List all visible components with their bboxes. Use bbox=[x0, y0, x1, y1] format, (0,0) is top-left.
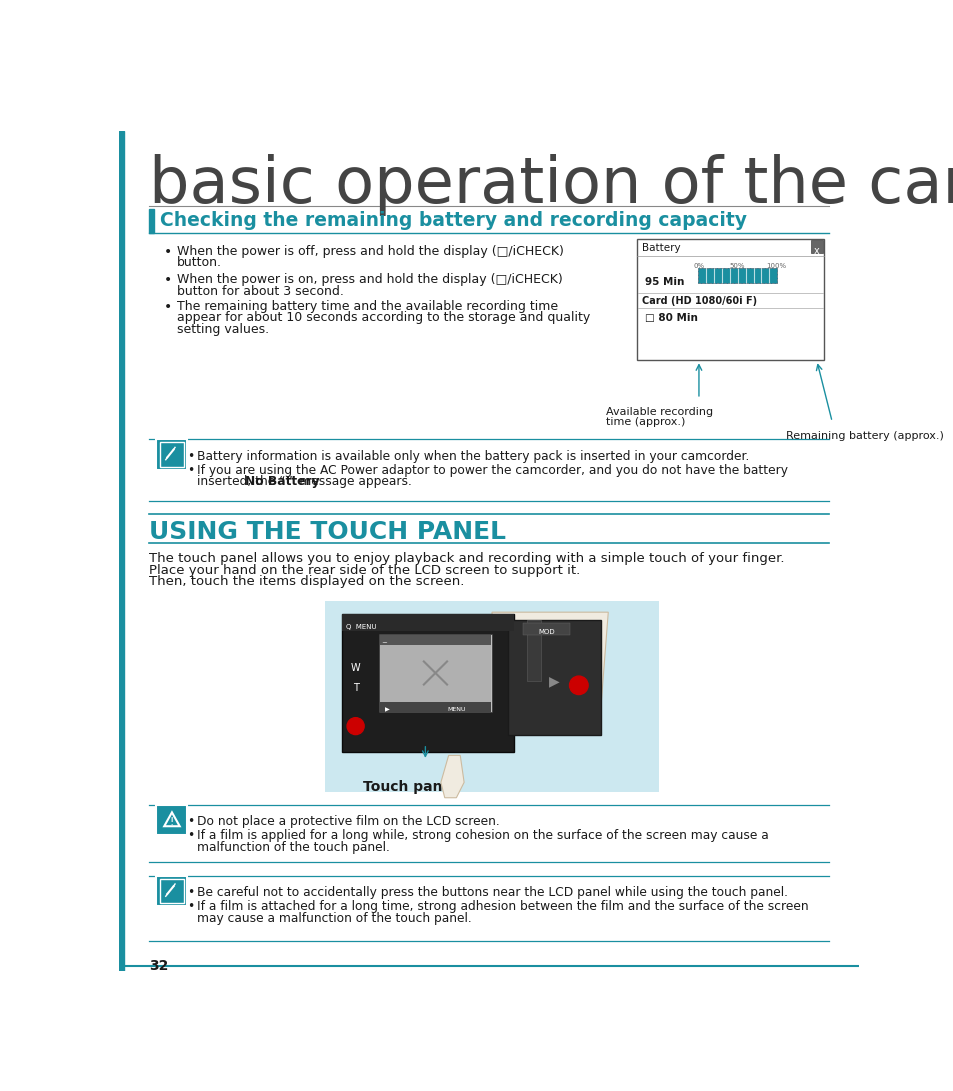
Text: ▶: ▶ bbox=[548, 674, 558, 688]
Text: ~: ~ bbox=[381, 640, 387, 646]
Polygon shape bbox=[440, 755, 464, 798]
Text: USING THE TOUCH PANEL: USING THE TOUCH PANEL bbox=[149, 519, 505, 543]
Bar bbox=[637, 239, 823, 360]
Text: MOD: MOD bbox=[537, 630, 554, 635]
Bar bbox=[810, 240, 822, 253]
Bar bbox=[378, 634, 492, 712]
Text: W: W bbox=[351, 663, 360, 673]
Text: •: • bbox=[163, 244, 172, 259]
Text: When the power is off, press and hold the display (□/iCHECK): When the power is off, press and hold th… bbox=[176, 244, 563, 257]
Text: malfunction of the touch panel.: malfunction of the touch panel. bbox=[196, 841, 389, 854]
Bar bbox=[507, 620, 599, 735]
Text: !: ! bbox=[170, 816, 174, 827]
Bar bbox=[159, 878, 184, 903]
Text: Remaining battery (approx.): Remaining battery (approx.) bbox=[785, 431, 943, 441]
Text: ▶: ▶ bbox=[385, 707, 390, 712]
Text: □ 80 Min: □ 80 Min bbox=[644, 313, 697, 323]
Bar bbox=[522, 623, 569, 635]
Text: button for about 3 second.: button for about 3 second. bbox=[176, 285, 343, 298]
Text: 95 Min: 95 Min bbox=[644, 277, 683, 287]
Text: When the power is on, press and hold the display (□/iCHECK): When the power is on, press and hold the… bbox=[176, 274, 561, 286]
Bar bbox=[526, 620, 540, 682]
Text: 0%: 0% bbox=[693, 263, 703, 269]
Text: Q  MENU: Q MENU bbox=[345, 624, 375, 630]
Text: If a film is applied for a long while, strong cohesion on the surface of the scr: If a film is applied for a long while, s… bbox=[196, 829, 768, 842]
Bar bbox=[149, 209, 154, 232]
Text: Place your hand on the rear side of the LCD screen to support it.: Place your hand on the rear side of the … bbox=[149, 564, 579, 577]
Bar bbox=[379, 635, 491, 645]
Bar bbox=[156, 805, 187, 836]
Text: ” message appears.: ” message appears. bbox=[289, 475, 412, 488]
Bar bbox=[379, 703, 491, 711]
Text: Available recording: Available recording bbox=[605, 407, 712, 417]
Text: The remaining battery time and the available recording time: The remaining battery time and the avail… bbox=[176, 300, 558, 313]
Text: •: • bbox=[187, 464, 194, 477]
Text: The touch panel allows you to enjoy playback and recording with a simple touch o: The touch panel allows you to enjoy play… bbox=[149, 552, 783, 565]
Polygon shape bbox=[492, 612, 608, 712]
Text: Touch panel: Touch panel bbox=[363, 780, 456, 794]
Bar bbox=[159, 442, 184, 467]
Bar bbox=[156, 875, 187, 907]
Text: Battery information is available only when the battery pack is inserted in your : Battery information is available only wh… bbox=[196, 449, 748, 463]
Circle shape bbox=[569, 676, 587, 695]
Text: If a film is attached for a long time, strong adhesion between the film and the : If a film is attached for a long time, s… bbox=[196, 900, 807, 913]
Text: may cause a malfunction of the touch panel.: may cause a malfunction of the touch pan… bbox=[196, 912, 471, 925]
Text: If you are using the AC Power adaptor to power the camcorder, and you do not hav: If you are using the AC Power adaptor to… bbox=[196, 464, 787, 477]
Bar bbox=[341, 614, 513, 752]
Text: 50%: 50% bbox=[729, 263, 744, 269]
Bar bbox=[379, 635, 491, 711]
Text: Card (HD 1080/60i F): Card (HD 1080/60i F) bbox=[641, 297, 756, 307]
Text: 32: 32 bbox=[149, 959, 168, 973]
Text: •: • bbox=[187, 829, 194, 842]
Circle shape bbox=[347, 718, 364, 734]
Text: appear for about 10 seconds according to the storage and quality: appear for about 10 seconds according to… bbox=[176, 312, 589, 324]
Text: •: • bbox=[163, 274, 172, 287]
Bar bbox=[698, 268, 777, 284]
Bar bbox=[698, 268, 777, 284]
Bar bbox=[119, 131, 124, 971]
Text: x: x bbox=[813, 247, 819, 256]
Text: 100%: 100% bbox=[765, 263, 785, 269]
Text: Checking the remaining battery and recording capacity: Checking the remaining battery and recor… bbox=[159, 211, 746, 230]
Text: setting values.: setting values. bbox=[176, 323, 269, 336]
Text: Then, touch the items displayed on the screen.: Then, touch the items displayed on the s… bbox=[149, 575, 463, 588]
Text: Be careful not to accidentally press the buttons near the LCD panel while using : Be careful not to accidentally press the… bbox=[196, 886, 787, 899]
Text: •: • bbox=[187, 900, 194, 913]
Text: T: T bbox=[353, 683, 358, 693]
Bar bbox=[324, 601, 659, 792]
Bar bbox=[156, 439, 187, 470]
Bar bbox=[341, 614, 513, 632]
Text: •: • bbox=[187, 815, 194, 828]
Text: •: • bbox=[187, 886, 194, 899]
Text: •: • bbox=[187, 449, 194, 463]
Text: Do not place a protective film on the LCD screen.: Do not place a protective film on the LC… bbox=[196, 815, 499, 828]
Text: basic operation of the camcorder: basic operation of the camcorder bbox=[149, 154, 953, 216]
Text: •: • bbox=[163, 300, 172, 314]
Text: button.: button. bbox=[176, 256, 221, 269]
Text: No Battery: No Battery bbox=[245, 475, 319, 488]
Text: inserted, the “: inserted, the “ bbox=[196, 475, 285, 488]
Text: Battery: Battery bbox=[641, 242, 679, 253]
Text: time (approx.): time (approx.) bbox=[605, 418, 684, 428]
Text: MENU: MENU bbox=[447, 707, 465, 712]
